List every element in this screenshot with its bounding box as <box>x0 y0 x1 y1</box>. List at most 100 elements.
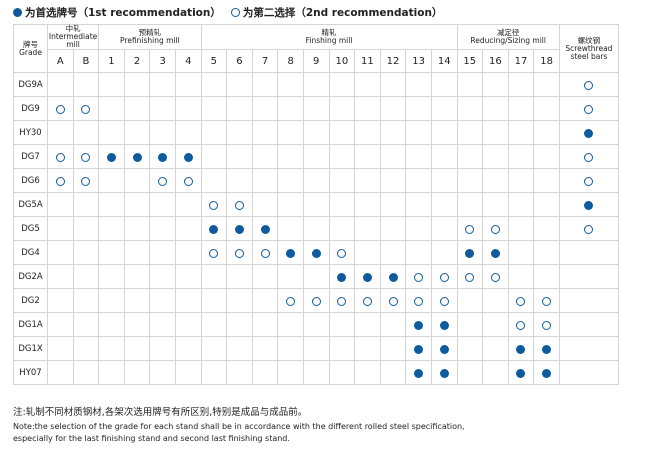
stand-cell <box>558 192 619 217</box>
stand-cell <box>302 216 330 241</box>
stand-cell <box>277 312 304 337</box>
stand-header-5: 5 <box>200 49 228 73</box>
stand-cell <box>405 168 432 193</box>
stand-cell <box>482 96 509 121</box>
hollow-circle-icon <box>414 273 424 282</box>
stand-cell <box>47 336 74 361</box>
stand-cell <box>379 240 407 265</box>
stand-cell <box>507 360 535 385</box>
stand-cell <box>328 216 356 241</box>
filled-circle-icon <box>414 345 424 354</box>
stand-cell <box>123 192 151 217</box>
stand-cell <box>456 120 484 145</box>
stand-cell <box>354 168 381 193</box>
legend-second-choice: 为第二选择（2nd recommendation） <box>230 5 442 20</box>
stand-cell <box>482 144 509 169</box>
stand-cell <box>174 120 202 145</box>
stand-cell <box>482 216 509 241</box>
stand-cell <box>405 312 432 337</box>
hollow-circle-icon <box>337 249 347 258</box>
filled-circle-icon <box>158 153 168 162</box>
stand-cell <box>98 192 125 217</box>
stand-cell <box>558 120 619 145</box>
stand-cell <box>47 360 74 385</box>
hollow-circle-icon <box>311 297 321 306</box>
stand-cell <box>302 336 330 361</box>
stand-cell <box>456 360 484 385</box>
filled-circle-icon <box>286 249 296 258</box>
stand-cell <box>72 192 100 217</box>
stand-cell <box>379 288 407 313</box>
stand-cell <box>302 288 330 313</box>
stand-cell <box>302 144 330 169</box>
stand-cell <box>533 72 560 97</box>
stand-header-3: 3 <box>149 49 176 73</box>
stand-header-16: 16 <box>482 49 509 73</box>
table-row: DG4 <box>13 240 619 265</box>
stand-cell <box>47 264 74 289</box>
stand-cell <box>47 216 74 241</box>
grade-cell: DG6 <box>13 168 48 193</box>
stand-cell <box>277 264 304 289</box>
stand-cell <box>456 168 484 193</box>
stand-header-1: 1 <box>98 49 125 73</box>
stand-cell <box>379 168 407 193</box>
prefinishing-mill-header: 预精轧 Prefinishing mill <box>98 24 202 50</box>
hollow-circle-icon <box>234 201 244 210</box>
stand-cell <box>98 120 125 145</box>
stand-cell <box>430 336 458 361</box>
stand-cell <box>482 168 509 193</box>
table-row: DG9A <box>13 72 619 97</box>
stand-cell <box>354 120 381 145</box>
stand-cell <box>379 120 407 145</box>
stand-cell <box>456 96 484 121</box>
filled-circle-icon <box>516 345 526 354</box>
hollow-circle-icon <box>362 297 372 306</box>
hollow-circle-icon <box>439 273 449 282</box>
stand-cell <box>174 288 202 313</box>
filled-circle-icon <box>439 369 449 378</box>
stand-cell <box>482 264 509 289</box>
hollow-circle-icon <box>183 177 193 186</box>
stand-cell <box>251 144 279 169</box>
grade-cell: DG1A <box>13 312 48 337</box>
stand-cell <box>47 72 74 97</box>
stand-cell <box>430 216 458 241</box>
stand-header-17: 17 <box>507 49 535 73</box>
hollow-circle-icon <box>542 321 552 330</box>
stand-cell <box>354 216 381 241</box>
stand-cell <box>533 168 560 193</box>
hollow-circle-icon <box>209 249 219 258</box>
stand-cell <box>174 96 202 121</box>
stand-cell <box>200 72 228 97</box>
stand-cell <box>379 264 407 289</box>
stand-cell <box>174 216 202 241</box>
stand-cell <box>379 96 407 121</box>
stand-cell <box>226 192 253 217</box>
filled-circle-icon <box>13 7 22 17</box>
stand-cell <box>430 240 458 265</box>
stand-cell <box>226 168 253 193</box>
stand-cell <box>200 336 228 361</box>
finishing-mill-header: 精轧 Finshing mill <box>200 24 458 50</box>
grade-table-body: DG9A DG9 HY30 DG7 DG6 DG5A DG5 DG4 DG2A DG2 DG1A DG… <box>13 72 619 385</box>
legend: 为首选牌号（1st recommendation） 为第二选择（2nd reco… <box>13 2 442 22</box>
stand-cell <box>200 192 228 217</box>
hollow-circle-icon <box>490 225 500 234</box>
stand-cell <box>226 360 253 385</box>
stand-cell <box>200 120 228 145</box>
stand-cell <box>430 288 458 313</box>
stand-header-18: 18 <box>533 49 560 73</box>
stand-cell <box>430 120 458 145</box>
stand-header-8: 8 <box>277 49 304 73</box>
stand-cell <box>277 144 304 169</box>
stand-cell <box>328 264 356 289</box>
stand-cell <box>174 336 202 361</box>
filled-circle-icon <box>439 345 449 354</box>
stand-cell <box>47 168 74 193</box>
stand-cell <box>533 264 560 289</box>
stand-cell <box>379 216 407 241</box>
stand-header-7: 7 <box>251 49 279 73</box>
stand-cell <box>47 288 74 313</box>
stand-cell <box>507 336 535 361</box>
